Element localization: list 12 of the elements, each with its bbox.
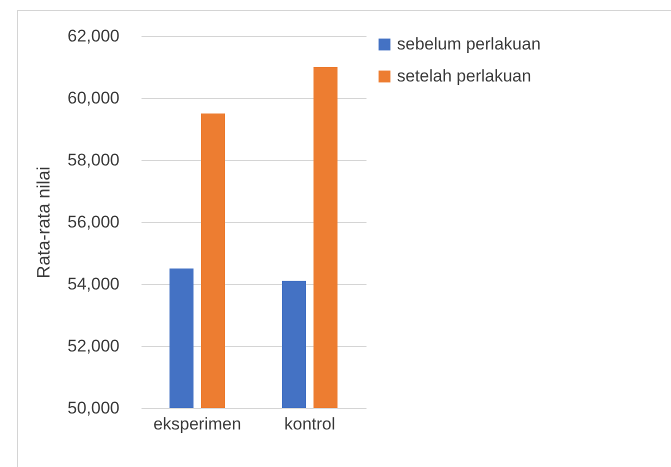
y-tick-label: 50,000 xyxy=(68,398,120,418)
y-tick-label: 62,000 xyxy=(68,26,120,46)
legend-label: sebelum perlakuan xyxy=(397,34,541,54)
y-axis-title: Rata-rata nilai xyxy=(34,166,54,279)
x-tick-label: kontrol xyxy=(284,414,336,434)
y-tick-label: 52,000 xyxy=(68,336,120,356)
x-tick-label: eksperimen xyxy=(153,414,242,434)
y-tick-label: 58,000 xyxy=(68,150,120,170)
y-tick-label: 60,000 xyxy=(68,88,120,108)
y-tick-label: 54,000 xyxy=(68,274,120,294)
y-tick-label: 56,000 xyxy=(68,212,120,232)
legend-label: setelah perlakuan xyxy=(397,66,532,86)
